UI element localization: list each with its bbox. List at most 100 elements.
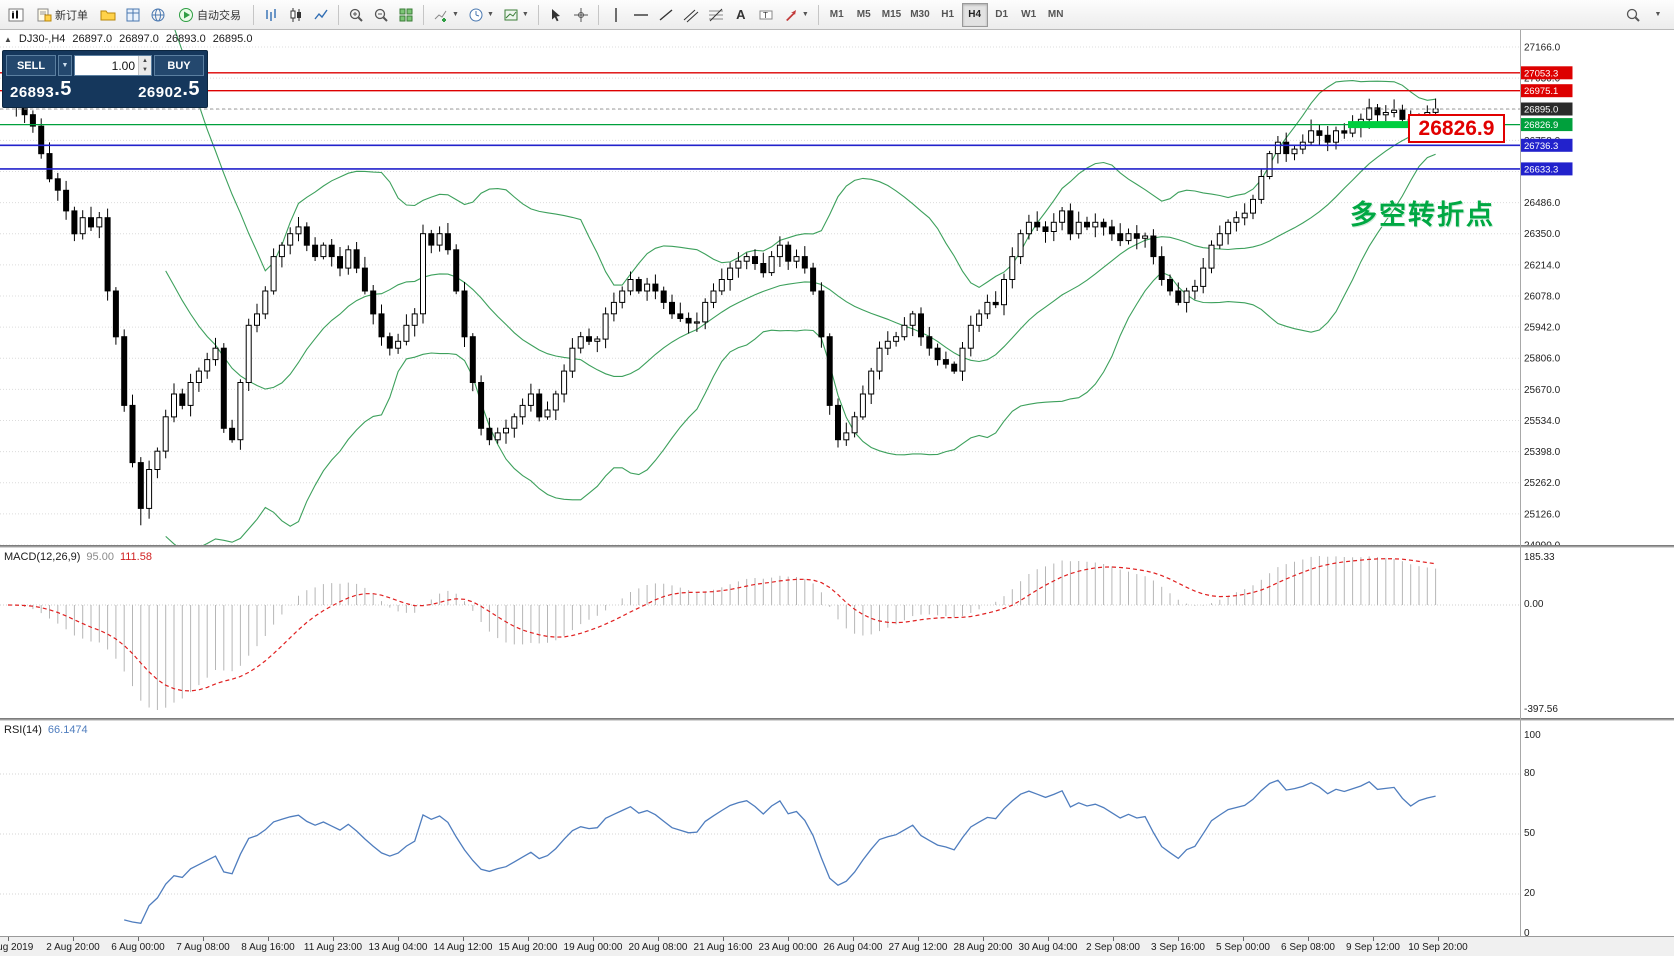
channel-button[interactable] [679, 3, 703, 27]
time-axis-label: 30 Aug 04:00 [1018, 942, 1078, 953]
arrows-button[interactable]: ▼ [779, 3, 813, 27]
timeframe-m5-button[interactable]: M5 [851, 3, 877, 27]
buy-button[interactable]: BUY [154, 55, 204, 76]
line-chart-button[interactable] [309, 3, 333, 27]
svg-text:26826.9: 26826.9 [1524, 120, 1558, 131]
tile-windows-button[interactable] [394, 3, 418, 27]
time-axis-label: 15 Aug 20:00 [498, 942, 558, 953]
time-axis-tick [788, 937, 789, 941]
template-icon [504, 9, 518, 20]
timeframe-h4-button[interactable]: H4 [961, 2, 988, 27]
crosshair-button[interactable] [569, 3, 593, 27]
timeframe-d1-button[interactable]: D1 [989, 3, 1015, 27]
tile-windows-icon [399, 8, 413, 21]
horizontal-line-icon [633, 13, 648, 16]
chevron-down-icon: ▼ [521, 11, 529, 18]
toolbar-overflow-button[interactable]: ▼ [1646, 3, 1670, 27]
periods-button[interactable]: ▼ [464, 3, 498, 27]
text-a-icon: A [736, 7, 746, 22]
timeframe-m30-button[interactable]: M30 [906, 3, 933, 27]
auto-trading-play-icon [179, 7, 193, 22]
macd-indicator-chart[interactable] [0, 548, 1674, 718]
candlestick-chart-button[interactable] [284, 3, 308, 27]
order-type-dropdown[interactable]: ▼ [58, 55, 72, 76]
timeframe-h1-button[interactable]: H1 [935, 3, 961, 27]
volume-up-icon[interactable]: ▲ [139, 56, 151, 66]
text-button[interactable]: A [729, 3, 753, 27]
new-order-button[interactable]: 新订单 [29, 3, 95, 27]
svg-text:26895.0: 26895.0 [1524, 105, 1558, 116]
add-indicator-icon [434, 10, 447, 22]
time-axis-label: 6 Aug 00:00 [111, 942, 165, 953]
data-window-icon [126, 8, 140, 21]
zoom-out-button[interactable] [369, 3, 393, 27]
macd-signal-line [7, 558, 1436, 692]
chart-window-button[interactable] [4, 3, 28, 27]
horizontal-line-button[interactable] [629, 3, 653, 27]
trendline-button[interactable] [654, 3, 678, 27]
timeframe-mn-button[interactable]: MN [1043, 3, 1069, 27]
svg-text:27053.3: 27053.3 [1524, 68, 1558, 79]
chart-ohlc-header: ▲ DJ30-,H4 26897.0 26897.0 26893.0 26895… [4, 33, 252, 45]
svg-text:24990.0: 24990.0 [1524, 541, 1561, 546]
time-axis-tick [1243, 937, 1244, 941]
svg-text:26633.3: 26633.3 [1524, 164, 1558, 175]
volume-field-wrap: ▲▼ [74, 55, 152, 76]
vertical-line-button[interactable] [604, 3, 628, 27]
time-axis[interactable]: 1 Aug 2019 2 Aug 20:00 6 Aug 00:00 7 Aug 08… [0, 936, 1674, 956]
timeframe-w1-button[interactable]: W1 [1016, 3, 1042, 27]
text-label-button[interactable]: T [754, 3, 778, 27]
profiles-button[interactable] [96, 3, 120, 27]
chart-area[interactable]: 27166.027030.026894.026758.026622.026486… [0, 30, 1674, 956]
volume-input[interactable] [75, 58, 138, 73]
panel-splitter-rsi[interactable] [0, 718, 1674, 721]
rsi-label: RSI(14) 66.1474 [4, 724, 88, 736]
indicators-button[interactable]: ▼ [429, 3, 463, 27]
zoom-in-icon [349, 8, 363, 22]
data-window-button[interactable] [121, 3, 145, 27]
auto-trading-button[interactable]: 自动交易 [171, 3, 248, 27]
svg-text:26214.0: 26214.0 [1524, 260, 1561, 271]
time-axis-label: 11 Aug 23:00 [303, 942, 363, 953]
timeframe-m1-button[interactable]: M1 [824, 3, 850, 27]
one-click-trading-panel: SELL ▼ ▲▼ BUY 26893.5 26902.5 [2, 50, 208, 108]
zoom-in-button[interactable] [344, 3, 368, 27]
high-value: 26897.0 [119, 33, 159, 45]
search-button[interactable] [1621, 3, 1645, 27]
volume-stepper[interactable]: ▲ ▼ [138, 56, 151, 75]
time-axis-label: 9 Sep 12:00 [1346, 942, 1400, 953]
svg-text:26350.0: 26350.0 [1524, 229, 1561, 240]
mini-chart-icon [8, 8, 24, 21]
fibonacci-button[interactable] [704, 3, 728, 27]
trendline-icon [659, 8, 673, 21]
bar-chart-button[interactable] [259, 3, 283, 27]
collapse-panel-icon[interactable]: ▲ [4, 34, 12, 44]
panel-splitter-macd[interactable] [0, 545, 1674, 548]
volume-down-icon[interactable]: ▼ [139, 65, 151, 75]
sell-button[interactable]: SELL [6, 55, 56, 76]
svg-text:25398.0: 25398.0 [1524, 447, 1561, 458]
svg-text:26486.0: 26486.0 [1524, 198, 1561, 209]
bar-chart-icon [266, 8, 276, 21]
macd-main-value: 95.00 [86, 551, 114, 563]
price-callout[interactable]: 26826.9 [1408, 114, 1505, 143]
toolbar-separator [423, 4, 424, 25]
toolbar-separator [338, 4, 339, 25]
main-price-chart[interactable]: 27166.027030.026894.026758.026622.026486… [0, 30, 1674, 545]
rsi-indicator-chart[interactable] [0, 721, 1674, 936]
new-order-label: 新订单 [55, 9, 88, 22]
time-axis-tick [918, 937, 919, 941]
timeframe-m15-button[interactable]: M15 [878, 3, 905, 27]
cursor-button[interactable] [544, 3, 568, 27]
crosshair-icon [573, 7, 588, 22]
time-axis-label: 8 Aug 16:00 [241, 942, 295, 953]
rsi-value: 66.1474 [47, 724, 88, 736]
zoom-out-icon [374, 8, 388, 22]
channel-icon [683, 9, 699, 22]
folder-icon [100, 10, 116, 20]
time-axis-label: 7 Aug 08:00 [176, 942, 230, 953]
macd-scale-min: -397.56 [1524, 704, 1558, 715]
templates-button[interactable]: ▼ [499, 3, 533, 27]
news-button[interactable] [146, 3, 170, 27]
